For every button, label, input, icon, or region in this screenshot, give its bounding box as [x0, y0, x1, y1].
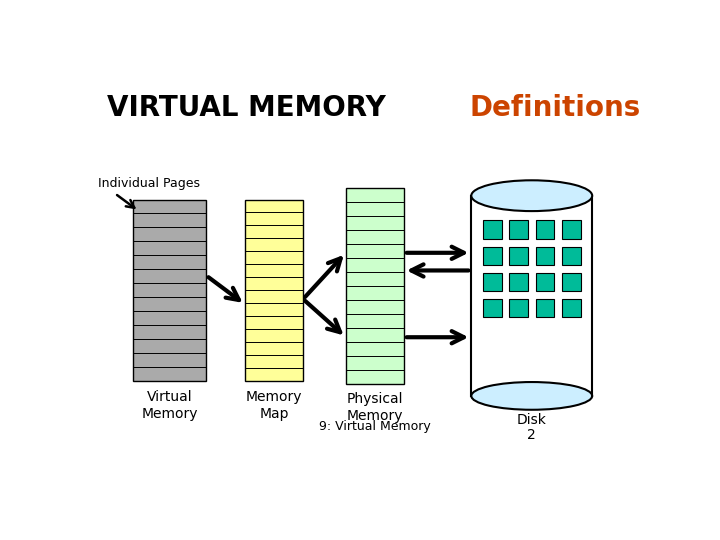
- Bar: [472, 195, 593, 396]
- Bar: [562, 220, 580, 239]
- Bar: [536, 247, 554, 265]
- Text: 9: Virtual Memory: 9: Virtual Memory: [319, 420, 431, 433]
- Bar: [562, 299, 580, 318]
- Ellipse shape: [472, 382, 593, 410]
- Bar: [483, 299, 502, 318]
- Bar: [483, 220, 502, 239]
- Text: Individual Pages: Individual Pages: [98, 177, 199, 190]
- Bar: [509, 247, 528, 265]
- Bar: [245, 200, 303, 381]
- Text: Memory
Map: Memory Map: [246, 390, 302, 421]
- Text: 2: 2: [527, 428, 536, 442]
- Text: Virtual
Memory: Virtual Memory: [141, 390, 198, 421]
- Bar: [346, 188, 404, 384]
- Bar: [483, 273, 502, 291]
- Text: Disk: Disk: [517, 413, 546, 427]
- Text: Definitions: Definitions: [469, 94, 641, 122]
- Bar: [536, 273, 554, 291]
- Bar: [509, 220, 528, 239]
- Bar: [509, 299, 528, 318]
- Bar: [509, 273, 528, 291]
- Bar: [536, 220, 554, 239]
- Bar: [562, 273, 580, 291]
- Ellipse shape: [472, 180, 593, 211]
- Text: Physical
Memory: Physical Memory: [346, 392, 403, 423]
- Text: VIRTUAL MEMORY: VIRTUAL MEMORY: [107, 94, 386, 122]
- Bar: [562, 247, 580, 265]
- Bar: [536, 299, 554, 318]
- Bar: [132, 200, 206, 381]
- Bar: [483, 247, 502, 265]
